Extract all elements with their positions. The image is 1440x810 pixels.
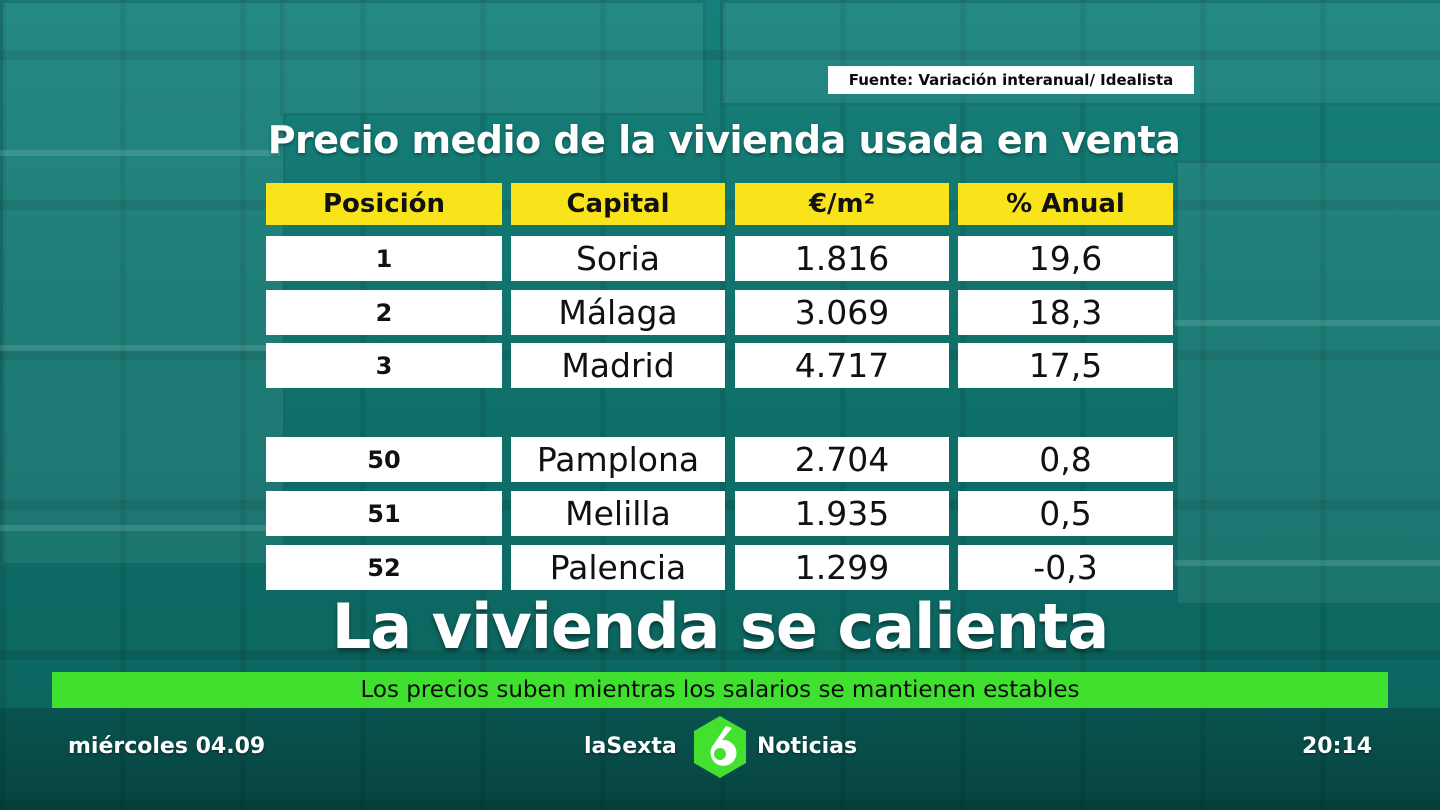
cell-price: 1.935	[735, 491, 949, 536]
cell-annual: 19,6	[958, 236, 1173, 281]
cell-position: 51	[266, 491, 502, 536]
cell-position: 52	[266, 545, 502, 590]
cell-annual: 0,8	[958, 437, 1173, 482]
cell-annual: 17,5	[958, 343, 1173, 388]
subheadline-bar: Los precios suben mientras los salarios …	[52, 672, 1388, 708]
cell-annual: 0,5	[958, 491, 1173, 536]
cell-price: 1.816	[735, 236, 949, 281]
cell-position: 50	[266, 437, 502, 482]
cell-price: 4.717	[735, 343, 949, 388]
balcony-rail	[1175, 560, 1440, 566]
header-price: €/m²	[735, 183, 949, 225]
header-annual: % Anual	[958, 183, 1173, 225]
cell-capital: Málaga	[511, 290, 725, 335]
cell-position: 1	[266, 236, 502, 281]
cell-price: 3.069	[735, 290, 949, 335]
channel-name: laSexta	[584, 734, 677, 759]
cell-capital: Palencia	[511, 545, 725, 590]
cell-position: 2	[266, 290, 502, 335]
cell-capital: Madrid	[511, 343, 725, 388]
balcony-rail	[0, 150, 280, 156]
balcony-rail	[1175, 320, 1440, 326]
source-label: Fuente: Variación interanual/ Idealista	[828, 66, 1194, 94]
cell-position: 3	[266, 343, 502, 388]
cell-price: 2.704	[735, 437, 949, 482]
cell-price: 1.299	[735, 545, 949, 590]
program-name: Noticias	[757, 734, 858, 759]
cell-annual: 18,3	[958, 290, 1173, 335]
header-capital: Capital	[511, 183, 725, 225]
building-facade-left	[0, 0, 286, 566]
lasexta-6-logo-icon	[694, 716, 746, 778]
date-label: miércoles 04.09	[68, 734, 266, 759]
headline: La vivienda se calienta	[331, 590, 1110, 663]
cell-capital: Soria	[511, 236, 725, 281]
header-position: Posición	[266, 183, 502, 225]
cell-capital: Melilla	[511, 491, 725, 536]
balcony-rail	[0, 525, 280, 531]
cell-annual: -0,3	[958, 545, 1173, 590]
cell-capital: Pamplona	[511, 437, 725, 482]
balcony-rail	[0, 345, 280, 351]
time-label: 20:14	[1301, 734, 1372, 759]
building-awnings	[280, 0, 706, 116]
table-title: Precio medio de la vivienda usada en ven…	[267, 118, 1181, 162]
building-facade-right	[1175, 160, 1440, 606]
